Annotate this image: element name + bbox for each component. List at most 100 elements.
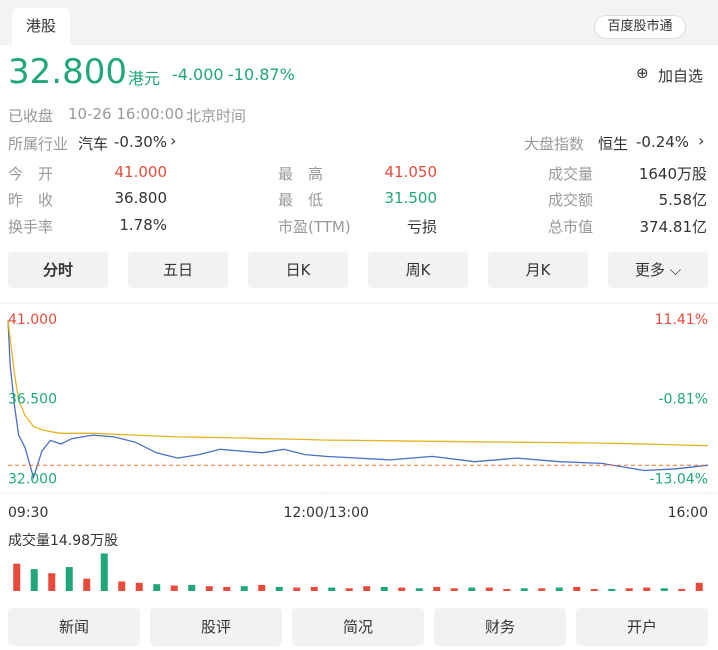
nav-button[interactable]: 新闻	[8, 608, 140, 646]
chart-tab[interactable]: 五日	[128, 252, 228, 288]
industry-change: -0.30%	[114, 133, 168, 151]
change-pct: -10.87%	[228, 65, 295, 84]
chart-tab[interactable]: 更多 ⌵	[608, 252, 708, 288]
stat-value: 1.78%	[119, 216, 167, 234]
stat-label: 最 低	[278, 191, 324, 209]
stat-label: 今 开	[8, 165, 54, 183]
volume-bar	[555, 587, 563, 591]
volume-bar	[188, 584, 196, 591]
volume-bar	[503, 588, 511, 591]
volume-bar	[608, 588, 616, 591]
chevron: ›	[698, 131, 705, 150]
volume-bar	[258, 584, 266, 591]
volume-bar	[380, 586, 388, 591]
volume-bar	[118, 581, 126, 591]
stat-value: 1640万股	[638, 165, 707, 183]
index-name[interactable]: 恒生	[598, 135, 629, 153]
y-tick-label: 32.000	[8, 471, 57, 487]
price: 32.800	[8, 52, 127, 92]
stat-label: 成交额	[548, 191, 594, 209]
stat-value: 41.000	[114, 163, 168, 181]
volume-bar	[520, 588, 528, 591]
volume-bar	[30, 569, 38, 591]
volume-bar	[205, 586, 213, 591]
y-tick-label: 41.000	[8, 312, 57, 328]
stat-label: 总市值	[548, 218, 594, 236]
x-tick-label: 16:00	[668, 505, 708, 521]
volume-bar	[135, 582, 143, 591]
time: 10-26 16:00:00	[68, 105, 184, 123]
y2-tick-label: -13.04%	[650, 471, 708, 487]
index-label: 大盘指数	[524, 135, 585, 153]
status: 已收盘	[8, 107, 54, 125]
y2-tick-label: -0.81%	[658, 392, 708, 408]
app-button[interactable]: 百度股市通	[594, 15, 686, 39]
volume-bar	[625, 588, 633, 591]
stat-label: 成交量	[548, 165, 594, 183]
volume-bar	[65, 567, 73, 591]
volume-bar	[485, 587, 493, 591]
stat-label: 换手率	[8, 218, 54, 236]
industry-name[interactable]: 汽车	[78, 135, 109, 153]
volume-bar	[450, 588, 458, 591]
volume-bar	[363, 586, 371, 591]
chart-tab[interactable]: 周K	[368, 252, 468, 288]
volume-bar	[468, 587, 476, 591]
chart-tab[interactable]: 月K	[488, 252, 588, 288]
industry-label: 所属行业	[8, 135, 69, 153]
nav-button[interactable]: 简况	[292, 608, 424, 646]
price-line	[7, 319, 709, 480]
watch-icon[interactable]: ⊕	[636, 64, 649, 82]
volume-bar	[240, 586, 248, 591]
intraday-chart: 41.000 36.500 32.000 11.41% -0.81% -13.04% 09:…	[0, 302, 718, 591]
x-tick-label: 12:00/13:00	[283, 505, 368, 521]
stat-label: 市盈(TTM)	[278, 218, 351, 236]
stat-label: 昨 收	[8, 191, 54, 209]
price-line	[7, 319, 709, 447]
volume-bar	[660, 588, 668, 591]
watch-button[interactable]: 加自选	[658, 67, 704, 85]
volume-bar	[538, 588, 546, 591]
stat-value: 5.58亿	[658, 191, 707, 209]
volume-bar	[48, 573, 56, 591]
volume-bar	[328, 587, 336, 591]
volume-bar	[100, 553, 108, 591]
change: -4.000	[172, 65, 224, 84]
volume-bar	[590, 588, 598, 591]
volume-bar	[643, 587, 651, 591]
volume-bar	[13, 563, 21, 591]
market-tab[interactable]: 港股	[12, 8, 70, 45]
stat-value: 31.500	[384, 189, 438, 207]
x-tick-label: 09:30	[8, 505, 48, 521]
volume-title: 成交量14.98万股	[8, 532, 118, 549]
currency: 港元	[128, 69, 161, 88]
volume-bar	[398, 587, 406, 591]
volume-bar	[83, 578, 91, 591]
nav-button[interactable]: 开户	[576, 608, 708, 646]
stat-value: 亏损	[406, 218, 437, 236]
chevron: ›	[170, 131, 177, 150]
volume-bar	[573, 586, 581, 591]
stat-value: 36.800	[114, 189, 168, 207]
volume-bar	[310, 586, 318, 591]
chart-tab[interactable]: 日K	[248, 252, 348, 288]
volume-bar	[170, 585, 178, 591]
volume-bar	[223, 586, 231, 591]
timezone: 北京时间	[186, 107, 247, 125]
volume-bar	[275, 586, 283, 591]
volume-bar	[415, 588, 423, 591]
y2-tick-label: 11.41%	[655, 312, 708, 328]
volume-bar	[433, 586, 441, 591]
index-change: -0.24%	[636, 133, 690, 151]
volume-bar	[345, 588, 353, 591]
stat-value: 374.81亿	[639, 218, 708, 236]
volume-bar	[293, 587, 301, 591]
nav-button[interactable]: 财务	[434, 608, 566, 646]
volume-bar	[695, 582, 703, 591]
nav-button[interactable]: 股评	[150, 608, 282, 646]
chart-tab[interactable]: 分时	[8, 252, 108, 288]
stat-label: 最 高	[278, 165, 324, 183]
y-tick-label: 36.500	[8, 392, 57, 408]
volume-bar	[153, 584, 161, 591]
